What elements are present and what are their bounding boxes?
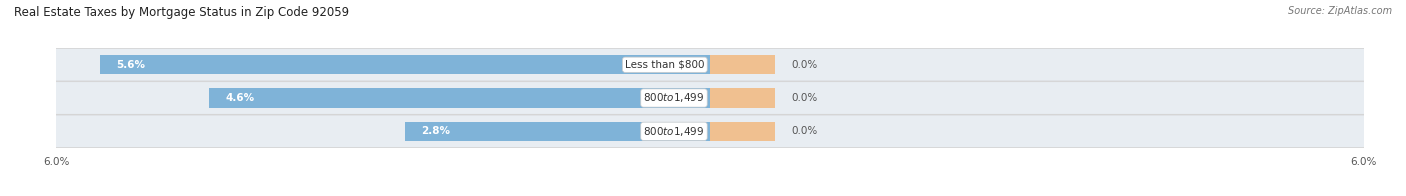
FancyBboxPatch shape	[37, 48, 1384, 81]
Bar	[710, 55, 776, 74]
Bar	[209, 88, 710, 108]
Text: $800 to $1,499: $800 to $1,499	[644, 125, 704, 138]
Text: Less than $800: Less than $800	[626, 60, 704, 70]
Bar	[710, 88, 776, 108]
Text: 4.6%: 4.6%	[225, 93, 254, 103]
FancyBboxPatch shape	[37, 82, 1384, 114]
Bar	[100, 55, 710, 74]
Text: Real Estate Taxes by Mortgage Status in Zip Code 92059: Real Estate Taxes by Mortgage Status in …	[14, 6, 349, 19]
Text: 2.8%: 2.8%	[422, 126, 450, 136]
Text: 5.6%: 5.6%	[117, 60, 145, 70]
Bar	[405, 122, 710, 141]
FancyBboxPatch shape	[37, 115, 1384, 148]
Text: Source: ZipAtlas.com: Source: ZipAtlas.com	[1288, 6, 1392, 16]
Bar	[710, 122, 776, 141]
Text: 0.0%: 0.0%	[792, 93, 818, 103]
Text: 0.0%: 0.0%	[792, 126, 818, 136]
Text: 0.0%: 0.0%	[792, 60, 818, 70]
Text: $800 to $1,499: $800 to $1,499	[644, 92, 704, 104]
